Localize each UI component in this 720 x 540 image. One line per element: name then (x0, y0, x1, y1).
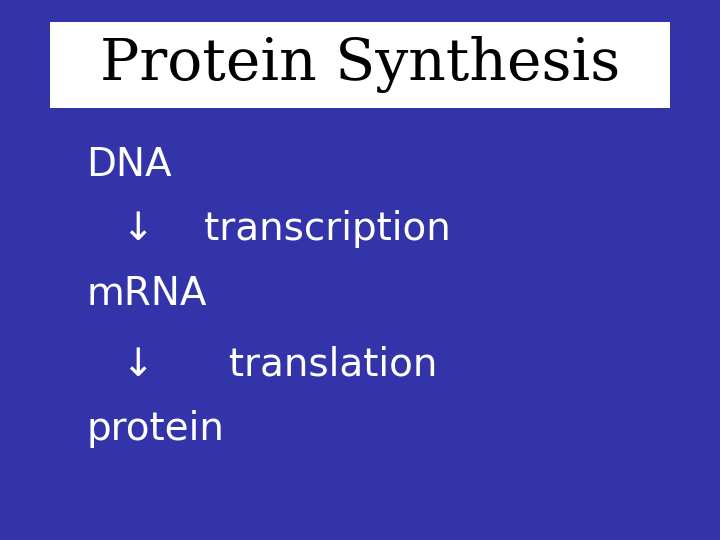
FancyBboxPatch shape (50, 22, 670, 108)
Text: DNA: DNA (86, 146, 172, 184)
Text: ↓    transcription: ↓ transcription (122, 211, 451, 248)
Text: mRNA: mRNA (86, 275, 207, 313)
Text: protein: protein (86, 410, 224, 448)
Text: ↓      translation: ↓ translation (122, 346, 438, 383)
Text: Protein Synthesis: Protein Synthesis (100, 36, 620, 93)
